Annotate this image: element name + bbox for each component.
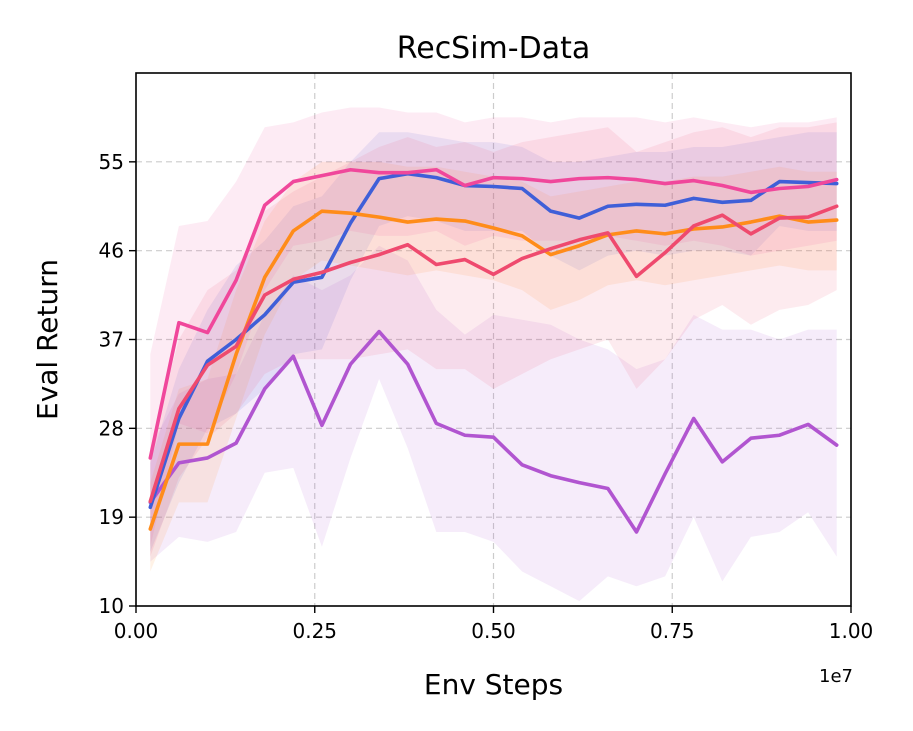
y-tick-label: 46 [99,239,124,263]
y-tick-label: 37 [99,328,124,352]
confidence-bands [150,107,837,602]
line-red [148,204,839,504]
band-blue [150,132,837,552]
x-tick-label: 0.50 [471,619,516,643]
line-orange [148,209,839,531]
x-tick-label: 0.00 [114,619,159,643]
y-tick-label: 55 [99,150,124,174]
band-orange [150,161,837,572]
y-tick-label: 28 [99,416,124,440]
x-tick-label: 0.25 [292,619,337,643]
band-purple [150,245,837,602]
series-lines [148,167,839,534]
x-tick-label: 0.75 [650,619,695,643]
line-blue [148,171,839,510]
y-tick-label: 19 [99,505,124,529]
grid [136,73,851,606]
band-pink [150,107,837,547]
line-purple [148,329,839,534]
y-axis-label: Eval Return [31,259,64,420]
y-tick-label: 10 [99,594,124,618]
line-pink [148,167,839,460]
x-axis-label: Env Steps [424,668,563,701]
chart-title: RecSim-Data [397,31,591,66]
x-tick-label: 1.00 [829,619,874,643]
x-axis-offset-label: 1e7 [819,666,853,687]
band-red [150,122,837,557]
ticks: 0.00 0.25 0.50 0.75 1.00 10 19 28 37 46 55 [99,150,874,643]
